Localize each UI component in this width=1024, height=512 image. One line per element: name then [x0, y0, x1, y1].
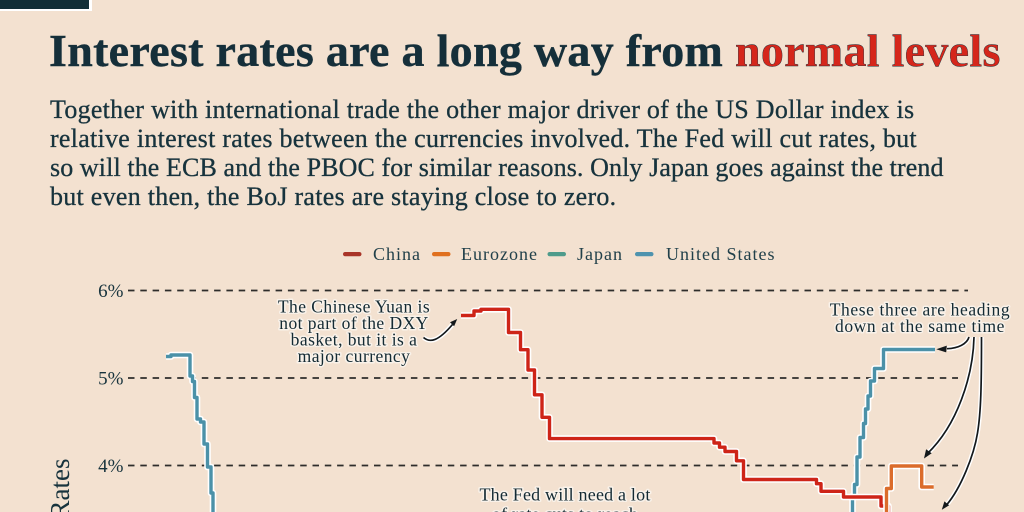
svg-text:basket, but it is a: basket, but it is a: [291, 330, 418, 350]
svg-text:5%: 5%: [98, 368, 124, 389]
svg-text:These three are heading: These three are heading: [830, 300, 1010, 320]
svg-text:major currency: major currency: [298, 346, 411, 366]
svg-text:The Chinese Yuan is: The Chinese Yuan is: [278, 297, 430, 317]
svg-text:down at the same time: down at the same time: [835, 316, 1005, 336]
svg-text:United States: United States: [666, 244, 776, 264]
svg-text:of rate cuts to reach: of rate cuts to reach: [492, 504, 638, 512]
svg-text:6%: 6%: [98, 281, 124, 302]
svg-text:China: China: [373, 244, 421, 264]
svg-text:Interest Rates: Interest Rates: [45, 459, 75, 512]
svg-text:4%: 4%: [98, 456, 124, 477]
svg-text:The Fed will need a lot: The Fed will need a lot: [479, 485, 650, 505]
svg-text:Japan: Japan: [577, 244, 623, 264]
svg-text:not part of the DXY: not part of the DXY: [279, 313, 429, 333]
svg-text:Eurozone: Eurozone: [461, 244, 538, 264]
